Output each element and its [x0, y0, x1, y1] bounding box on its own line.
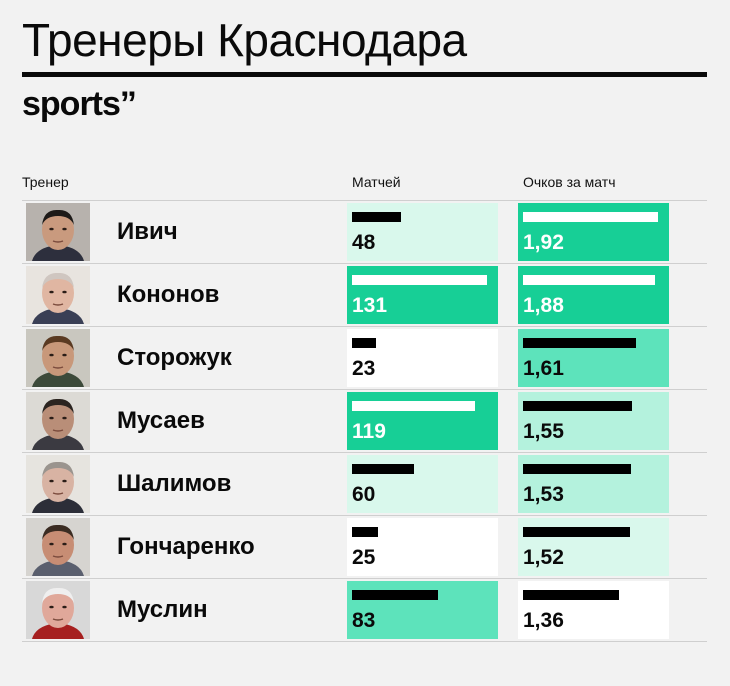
- points-cell: 1,61: [518, 329, 669, 387]
- table-row: Муслин 83 1,36: [22, 578, 707, 642]
- coach-name: Гончаренко: [117, 533, 255, 560]
- matches-value: 119: [352, 420, 386, 443]
- points-value: 1,36: [523, 609, 564, 632]
- matches-cell: 25: [347, 518, 498, 576]
- points-bar: [523, 401, 632, 411]
- matches-bar: [352, 212, 401, 222]
- column-header-matches: Матчей: [352, 174, 401, 190]
- coach-photo: [26, 203, 90, 261]
- matches-bar: [352, 464, 414, 474]
- title-divider: [22, 72, 707, 77]
- matches-cell: 131: [347, 266, 498, 324]
- matches-bar: [352, 590, 438, 600]
- matches-bar: [352, 401, 475, 411]
- coach-photo: [26, 581, 90, 639]
- points-cell: 1,36: [518, 581, 669, 639]
- matches-bar: [352, 338, 376, 348]
- points-cell: 1,92: [518, 203, 669, 261]
- matches-cell: 119: [347, 392, 498, 450]
- table-row: Кононов 131 1,88: [22, 263, 707, 326]
- coach-photo: [26, 392, 90, 450]
- coach-portrait-image: [26, 518, 90, 576]
- coach-name: Сторожук: [117, 344, 232, 371]
- coach-name: Ивич: [117, 218, 178, 245]
- points-value: 1,61: [523, 357, 564, 380]
- coaches-table: Ивич 48 1,92 Кононов 131 1,88 Сторожук 23 1,61 Му…: [22, 200, 707, 642]
- page-title: Тренеры Краснодара: [22, 14, 467, 66]
- matches-cell: 48: [347, 203, 498, 261]
- matches-value: 23: [352, 357, 376, 380]
- points-cell: 1,53: [518, 455, 669, 513]
- table-row: Шалимов 60 1,53: [22, 452, 707, 515]
- coach-portrait-image: [26, 203, 90, 261]
- matches-cell: 83: [347, 581, 498, 639]
- table-row: Сторожук 23 1,61: [22, 326, 707, 389]
- coach-portrait-image: [26, 266, 90, 324]
- points-cell: 1,55: [518, 392, 669, 450]
- matches-value: 48: [352, 231, 376, 254]
- matches-value: 131: [352, 294, 388, 317]
- coach-portrait-image: [26, 392, 90, 450]
- points-bar: [523, 275, 655, 285]
- matches-bar: [352, 275, 487, 285]
- table-row: Ивич 48 1,92: [22, 200, 707, 263]
- points-bar: [523, 590, 619, 600]
- coach-name: Мусаев: [117, 407, 205, 434]
- matches-bar: [352, 527, 378, 537]
- points-value: 1,88: [523, 294, 564, 317]
- coach-portrait-image: [26, 455, 90, 513]
- matches-value: 60: [352, 483, 376, 506]
- points-bar: [523, 212, 658, 222]
- table-row: Гончаренко 25 1,52: [22, 515, 707, 578]
- column-header-points: Очков за матч: [523, 174, 616, 190]
- coach-name: Кононов: [117, 281, 220, 308]
- coach-portrait-image: [26, 581, 90, 639]
- points-value: 1,55: [523, 420, 564, 443]
- points-bar: [523, 527, 630, 537]
- coach-name: Шалимов: [117, 470, 232, 497]
- points-cell: 1,52: [518, 518, 669, 576]
- matches-value: 25: [352, 546, 376, 569]
- points-bar: [523, 464, 631, 474]
- coach-photo: [26, 266, 90, 324]
- coach-portrait-image: [26, 329, 90, 387]
- matches-value: 83: [352, 609, 376, 632]
- points-cell: 1,88: [518, 266, 669, 324]
- matches-cell: 23: [347, 329, 498, 387]
- matches-cell: 60: [347, 455, 498, 513]
- coach-name: Муслин: [117, 596, 208, 623]
- coach-photo: [26, 455, 90, 513]
- points-value: 1,92: [523, 231, 564, 254]
- points-bar: [523, 338, 636, 348]
- brand-logo: sports”: [22, 85, 137, 123]
- coach-photo: [26, 518, 90, 576]
- table-row: Мусаев 119 1,55: [22, 389, 707, 452]
- coach-photo: [26, 329, 90, 387]
- points-value: 1,53: [523, 483, 564, 506]
- points-value: 1,52: [523, 546, 564, 569]
- column-header-coach: Тренер: [22, 174, 69, 190]
